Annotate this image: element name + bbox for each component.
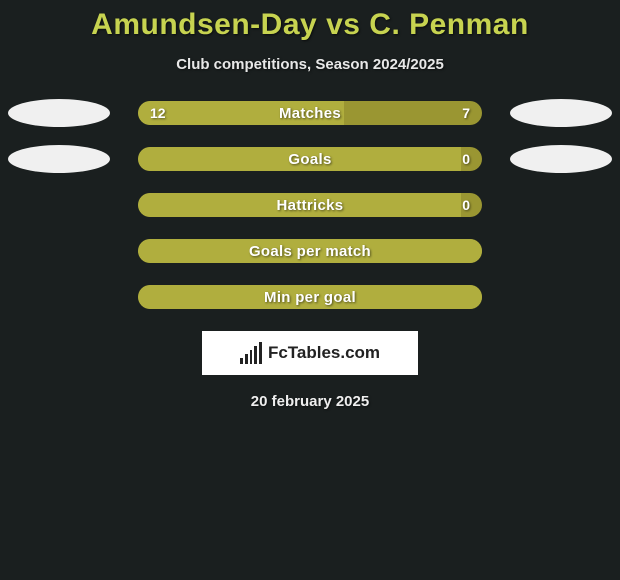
chart-icon — [240, 342, 262, 364]
subtitle: Club competitions, Season 2024/2025 — [176, 56, 444, 73]
stat-label: Matches — [279, 105, 341, 122]
date-text: 20 february 2025 — [251, 393, 369, 410]
stat-bar: Hattricks 0 — [138, 193, 482, 217]
logo-text: FcTables.com — [268, 343, 380, 363]
stat-row: Goals per match — [0, 239, 620, 263]
stat-row: Hattricks 0 — [0, 193, 620, 217]
stat-value-right: 7 — [462, 105, 470, 121]
avatar-left — [8, 145, 110, 173]
stat-value-right: 0 — [462, 197, 470, 213]
stat-label: Hattricks — [277, 197, 344, 214]
page-title: Amundsen-Day vs C. Penman — [91, 8, 529, 42]
stat-label: Goals per match — [249, 243, 371, 260]
stat-row: Matches 12 7 — [0, 101, 620, 125]
comparison-card: Amundsen-Day vs C. Penman Club competiti… — [0, 0, 620, 410]
stat-row: Min per goal — [0, 285, 620, 309]
stat-bar: Matches 12 7 — [138, 101, 482, 125]
player-right-name: C. Penman — [369, 8, 529, 41]
avatar-right — [510, 99, 612, 127]
stat-value-left: 12 — [150, 105, 166, 121]
avatar-right — [510, 145, 612, 173]
stat-bar: Goals per match — [138, 239, 482, 263]
stat-value-right: 0 — [462, 151, 470, 167]
stats-list: Matches 12 7 Goals 0 Hattricks 0 Goals per matc… — [0, 101, 620, 309]
stat-label: Min per goal — [264, 289, 356, 306]
logo-badge: FcTables.com — [202, 331, 418, 375]
stat-row: Goals 0 — [0, 147, 620, 171]
avatar-left — [8, 99, 110, 127]
vs-text: vs — [326, 8, 360, 41]
stat-bar: Goals 0 — [138, 147, 482, 171]
player-left-name: Amundsen-Day — [91, 8, 317, 41]
stat-bar: Min per goal — [138, 285, 482, 309]
stat-label: Goals — [288, 151, 331, 168]
